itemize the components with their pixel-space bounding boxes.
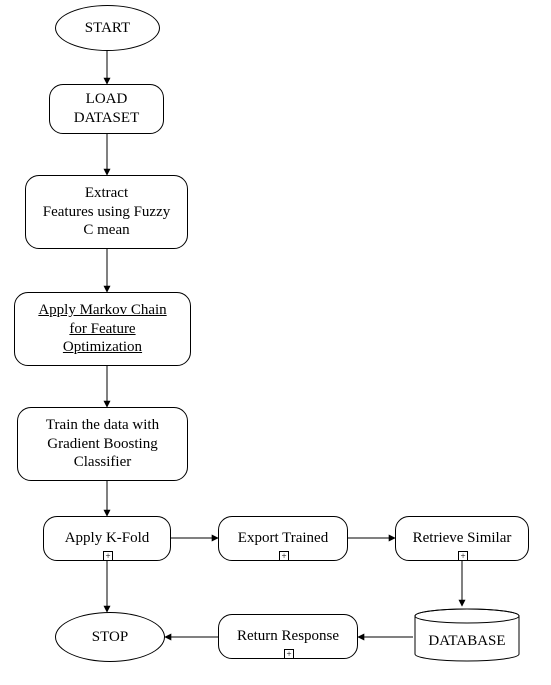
kfold-node: Apply K-Fold +: [43, 516, 171, 561]
retrieve-similar-node: Retrieve Similar +: [395, 516, 529, 561]
markov-chain-node: Apply Markov Chain for Feature Optimizat…: [14, 292, 191, 366]
start-node: START: [55, 5, 160, 51]
subprocess-icon: +: [284, 649, 294, 659]
start-label: START: [85, 19, 130, 38]
subprocess-icon: +: [458, 551, 468, 561]
gradient-boosting-node: Train the data with Gradient Boosting Cl…: [17, 407, 188, 481]
load-dataset-node: LOAD DATASET: [49, 84, 164, 134]
load-label: LOAD DATASET: [74, 90, 139, 128]
return-response-node: Return Response +: [218, 614, 358, 659]
response-label: Return Response: [237, 627, 339, 646]
stop-node: STOP: [55, 612, 165, 662]
export-trained-node: Export Trained +: [218, 516, 348, 561]
retrieve-label: Retrieve Similar: [413, 529, 512, 548]
extract-features-node: Extract Features using Fuzzy C mean: [25, 175, 188, 249]
stop-label: STOP: [92, 628, 128, 647]
markov-label: Apply Markov Chain for Feature Optimizat…: [38, 301, 166, 357]
subprocess-icon: +: [103, 551, 113, 561]
kfold-label: Apply K-Fold: [65, 529, 150, 548]
database-label: DATABASE: [428, 632, 505, 651]
subprocess-icon: +: [279, 551, 289, 561]
export-label: Export Trained: [238, 529, 328, 548]
extract-label: Extract Features using Fuzzy C mean: [43, 184, 170, 240]
database-node: DATABASE: [413, 608, 521, 662]
gradient-label: Train the data with Gradient Boosting Cl…: [46, 416, 159, 472]
